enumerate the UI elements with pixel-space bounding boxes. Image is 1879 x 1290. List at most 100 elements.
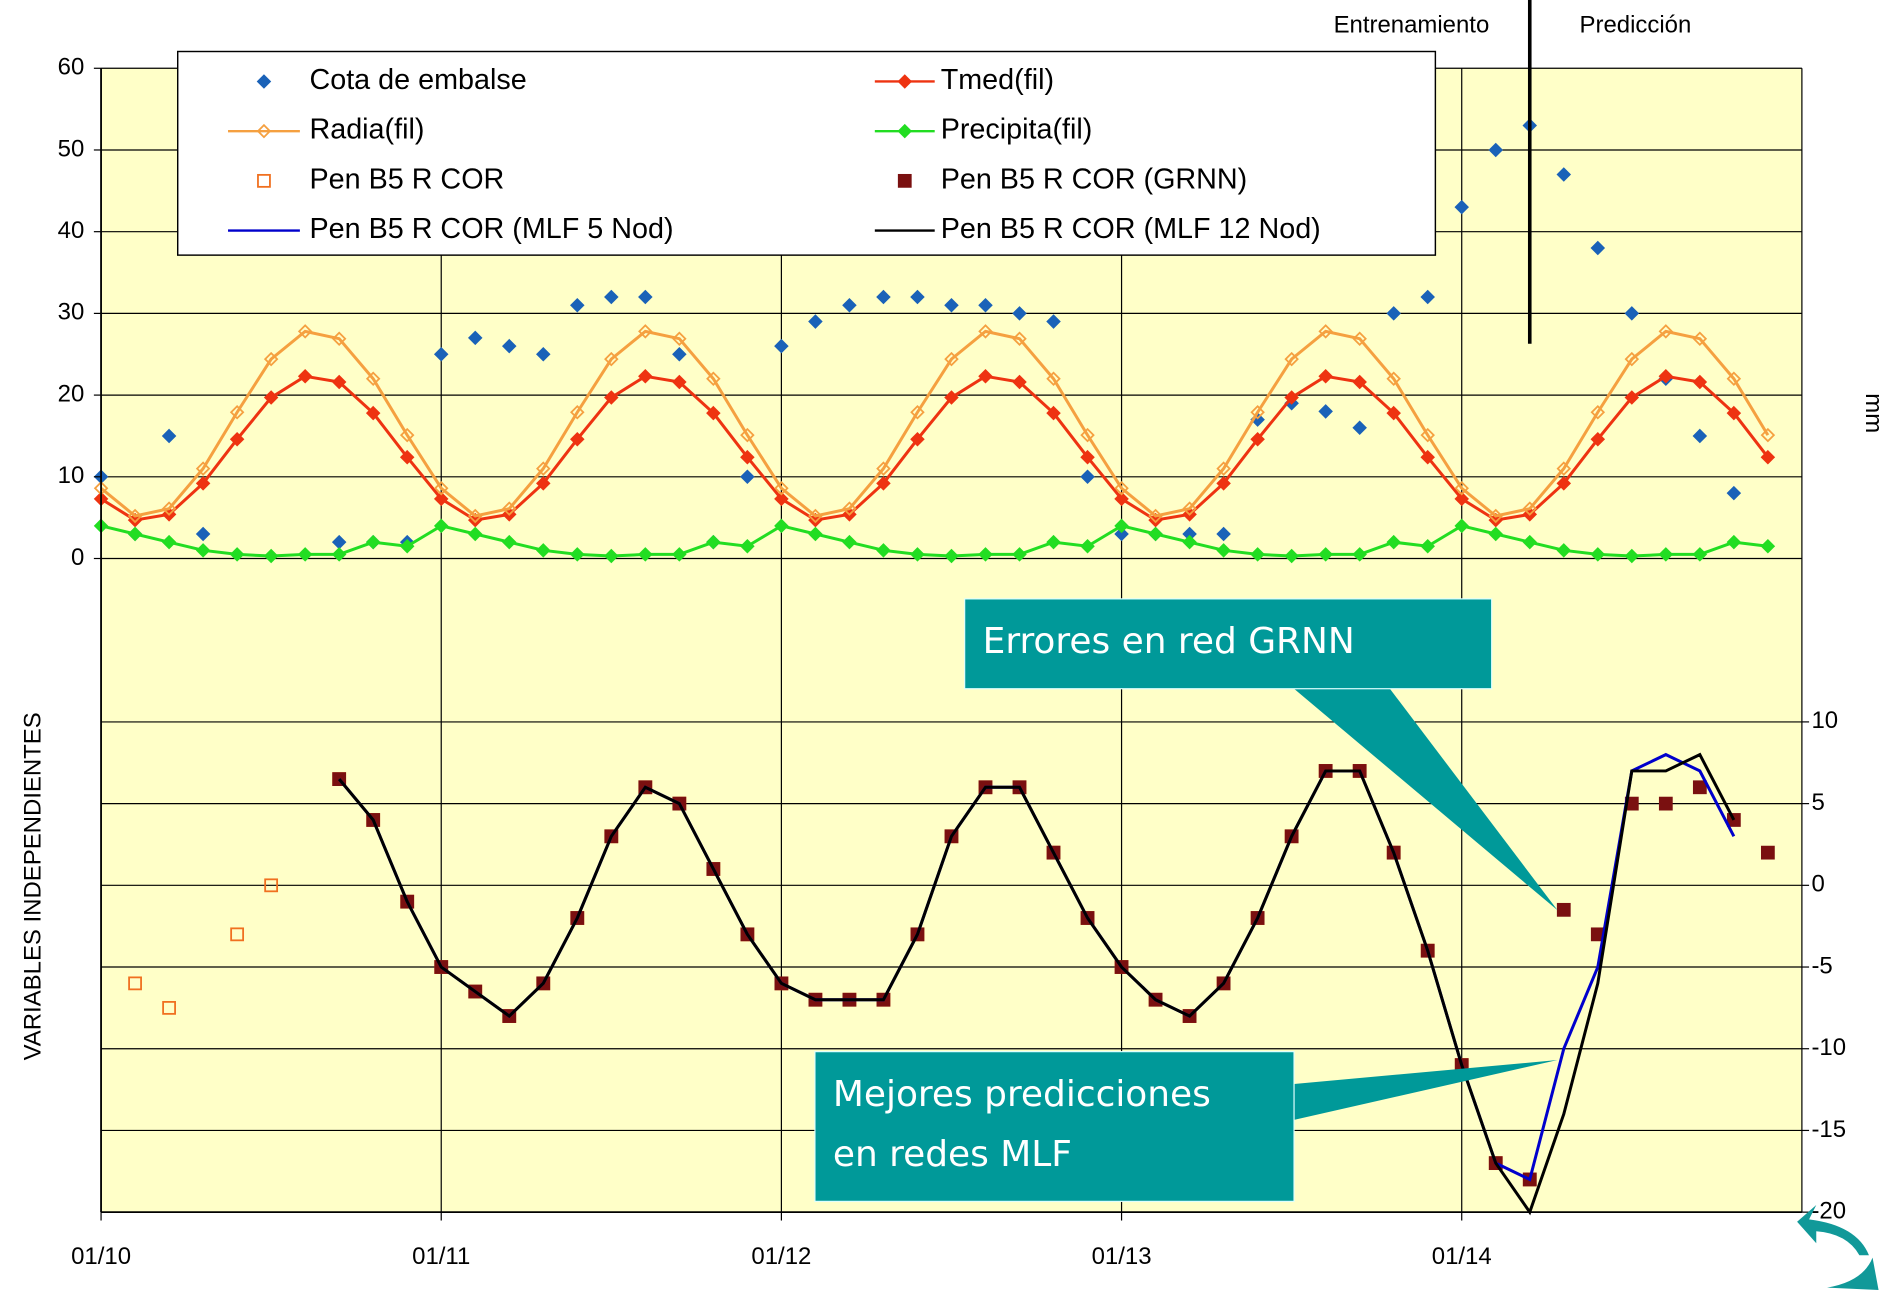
marker [161,428,177,444]
marker [1760,845,1775,860]
marker [978,369,993,384]
marker [1692,547,1708,562]
y-tick-label: 20 [58,380,85,407]
marker [1046,314,1061,329]
marker [365,371,381,387]
y-tick-label: 40 [58,217,85,244]
marker [1216,543,1231,558]
marker [876,461,891,476]
y-tick-label: 60 [58,54,85,81]
marker [502,338,517,354]
marker [128,976,142,991]
marker [638,547,653,562]
marker [774,338,789,354]
marker [1590,431,1606,447]
marker [1080,538,1095,554]
marker [331,331,347,346]
marker [1624,351,1640,367]
marker [502,501,517,516]
marker [1250,431,1265,447]
marker [263,390,279,405]
marker [740,538,755,554]
marker [842,297,857,313]
nav-arrow-icon[interactable] [1797,1204,1879,1290]
train-label: Entrenamiento [1334,12,1490,39]
marker [1046,534,1061,550]
marker [740,427,755,443]
y-tick-label: 50 [58,135,85,162]
marker [399,449,415,465]
marker [1556,167,1572,182]
marker [1420,427,1435,443]
marker [1420,538,1435,554]
marker [1352,420,1367,436]
marker [1012,374,1027,390]
marker [1114,526,1129,542]
marker [433,480,449,496]
y2-axis-title: mm [1860,393,1879,433]
marker [1216,461,1231,476]
y-tick-label: 10 [58,462,85,489]
y2-tick-label: 10 [1811,707,1838,734]
marker [1488,508,1504,524]
marker [1182,534,1197,550]
marker [1250,404,1265,420]
series-line [100,329,1770,518]
series-line [338,752,1736,1216]
legend-entry: Pen B5 R COR (GRNN) [897,163,1247,195]
marker [910,404,925,420]
marker [1454,491,1469,507]
marker [672,547,687,562]
marker [467,330,483,346]
marker [604,351,619,367]
marker [162,1000,176,1015]
callout-grnn: Errores en red GRNN [964,598,1558,911]
marker [1590,404,1606,420]
marker [433,491,449,507]
marker [1760,427,1776,443]
legend-entry: Pen B5 R COR [257,163,504,195]
marker [740,469,755,485]
marker [638,289,653,305]
marker [910,431,925,447]
y2-tick-label: 5 [1811,789,1824,816]
legend-entries: Cota de embalse Tmed(fil) Radia(fil) Precip… [228,64,1321,245]
marker [808,508,823,524]
callout-mlf: Mejores predicciones en redes MLF [814,1051,1558,1202]
legend [176,50,1437,256]
x-tick-label: 01/13 [1092,1243,1152,1270]
marker [264,878,279,893]
marker [1658,547,1674,562]
series-layer [93,118,1776,1216]
marker [1386,306,1401,321]
legend-label: Tmed(fil) [941,64,1054,96]
marker [1488,526,1504,542]
marker [1046,405,1061,421]
marker [1658,324,1674,339]
marker [536,476,551,491]
marker [570,547,585,562]
callout-text: Mejores predicciones [833,1074,1211,1115]
marker [897,173,912,188]
legend-label: Cota de embalse [309,64,526,96]
marker [502,534,517,550]
marker [1726,534,1742,550]
marker [1692,780,1707,795]
marker [672,331,687,346]
callout-box [814,1051,1295,1202]
marker [876,476,891,491]
marker [1658,796,1673,811]
x-tick-label: 01/10 [71,1243,131,1270]
marker [1420,289,1435,305]
marker [161,501,177,516]
marker [230,927,245,942]
marker [1556,902,1571,917]
marker [706,371,721,387]
marker [229,404,245,420]
marker [638,324,653,339]
marker [1284,390,1299,405]
marker [1590,240,1606,256]
marker [978,324,993,339]
marker [1522,534,1538,550]
legend-label: Precipita(fil) [941,114,1093,146]
